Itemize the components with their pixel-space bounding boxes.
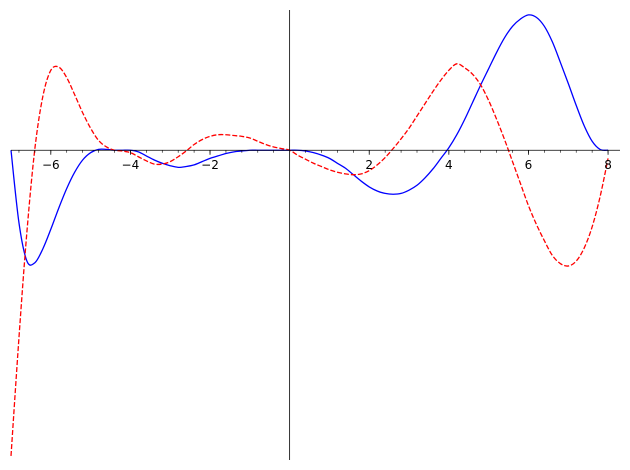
x-tick-label: −2 <box>201 158 219 172</box>
x-tick-label: 8 <box>604 158 612 172</box>
series-line-dashed <box>10 63 609 456</box>
x-tick-label: −6 <box>42 158 60 172</box>
series-line-solid <box>10 14 609 266</box>
x-tick-label: 6 <box>525 158 533 172</box>
x-tick-label: 4 <box>445 158 453 172</box>
x-tick-labels: −6 −4 −2 2 4 6 8 <box>42 158 612 172</box>
x-major-ticks <box>50 150 609 155</box>
x-tick-label: −4 <box>122 158 140 172</box>
series-layer <box>10 14 609 456</box>
x-tick-label: 2 <box>365 158 373 172</box>
